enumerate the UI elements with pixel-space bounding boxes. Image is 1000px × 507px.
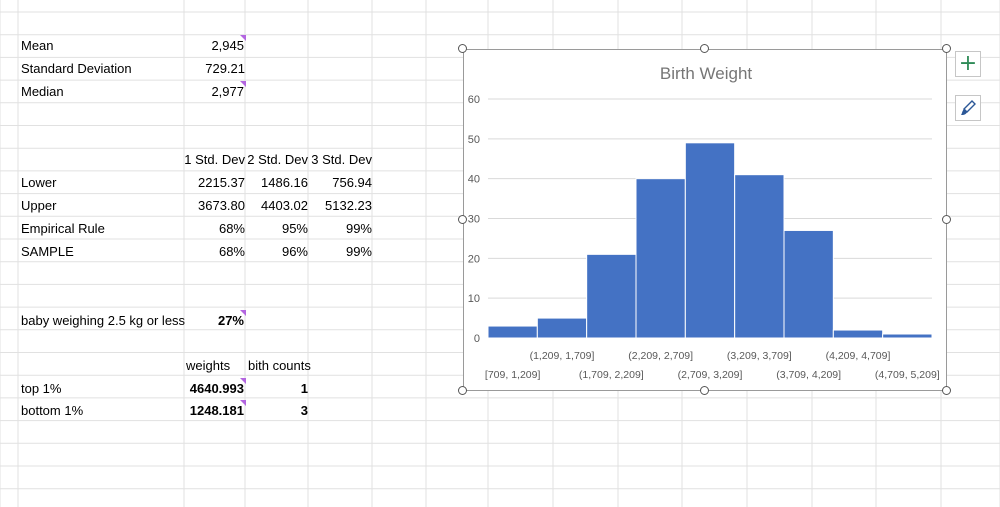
value-mean[interactable]: 2,945 [211,38,244,53]
resize-handle-bottom[interactable] [700,386,709,395]
x-tick-label: (3,709, 4,209] [776,369,841,381]
empirical-1-std[interactable]: 68% [218,221,245,236]
lower-3-std[interactable]: 756.94 [332,175,372,190]
x-tick-label: (1,209, 1,709] [530,350,595,362]
x-tick-label: (1,709, 2,209] [579,369,644,381]
header-2-std-dev[interactable]: 2 Std. Dev [247,152,308,167]
header-3-std-dev[interactable]: 3 Std. Dev [311,152,372,167]
upper-2-std[interactable]: 4403.02 [261,198,308,213]
comment-indicator[interactable] [240,378,246,384]
comment-indicator[interactable] [240,35,246,41]
bottom-1-count[interactable]: 3 [300,403,308,418]
histogram-bar[interactable] [586,253,637,339]
plus-icon: + [958,51,978,76]
label-std-dev[interactable]: Standard Deviation [21,61,132,76]
y-tick-label: 0 [474,333,480,345]
chart-title: Birth Weight [660,64,753,83]
top-1-weight[interactable]: 4640.993 [189,381,244,396]
resize-handle-left[interactable] [458,215,467,224]
chart-styles-button[interactable] [955,95,981,121]
resize-handle-right[interactable] [942,215,951,224]
resize-handle-top-right[interactable] [942,44,951,53]
label-upper[interactable]: Upper [21,198,57,213]
value-baby-weighing[interactable]: 27% [217,313,244,328]
x-tick-label: [709, 1,209] [485,369,541,381]
y-tick-label: 60 [468,94,480,106]
histogram-bar[interactable] [882,333,933,339]
histogram-bar[interactable] [783,229,834,339]
header-bith-counts[interactable]: bith counts [248,358,311,373]
bottom-1-weight[interactable]: 1248.181 [189,403,244,418]
label-mean[interactable]: Mean [21,38,54,53]
histogram-bar[interactable] [684,142,736,339]
histogram-bar[interactable] [536,317,588,339]
resize-handle-top[interactable] [700,44,709,53]
empirical-2-std[interactable]: 95% [281,221,308,236]
histogram-plot: Birth Weight 0 10 20 30 40 50 60 [709, 1,209] (1,… [468,64,940,381]
lower-2-std[interactable]: 1486.16 [261,175,308,190]
label-baby-weighing[interactable]: baby weighing 2.5 kg or less [21,313,186,328]
y-tick-label: 10 [468,293,480,305]
histogram-bar[interactable] [734,174,785,339]
y-tick-label: 30 [468,214,480,226]
histogram-bar[interactable] [635,178,686,339]
value-median[interactable]: 2,977 [211,84,244,99]
x-tick-label: (4,209, 4,709] [826,350,891,362]
y-tick-label: 50 [468,134,480,146]
comment-indicator[interactable] [240,310,246,316]
header-weights[interactable]: weights [186,358,231,373]
sample-1-std[interactable]: 68% [218,244,245,259]
resize-handle-bottom-left[interactable] [458,386,467,395]
sample-3-std[interactable]: 99% [345,244,372,259]
chart-elements-button[interactable]: + [955,51,981,77]
lower-1-std[interactable]: 2215.37 [198,175,245,190]
birth-weight-chart[interactable]: Birth Weight 0 10 20 30 40 50 60 [709, 1,209] (1,… [463,49,947,391]
label-median[interactable]: Median [21,84,64,99]
value-std-dev[interactable]: 729.21 [205,61,245,76]
y-tick-label: 40 [468,174,480,186]
label-empirical-rule[interactable]: Empirical Rule [21,221,105,236]
x-tick-label: (2,709, 3,209] [678,369,743,381]
resize-handle-top-left[interactable] [458,44,467,53]
label-sample[interactable]: SAMPLE [21,244,74,259]
y-tick-label: 20 [468,253,480,265]
label-lower[interactable]: Lower [21,175,57,190]
sample-2-std[interactable]: 96% [281,244,308,259]
upper-3-std[interactable]: 5132.23 [325,198,372,213]
upper-1-std[interactable]: 3673.80 [198,198,245,213]
x-tick-label: (4,709, 5,209] [875,369,940,381]
x-tick-label: (2,209, 2,709] [628,350,693,362]
header-1-std-dev[interactable]: 1 Std. Dev [184,152,245,167]
x-tick-label: (3,209, 3,709] [727,350,792,362]
histogram-bar[interactable] [487,325,538,339]
label-top-1[interactable]: top 1% [21,381,62,396]
resize-handle-bottom-right[interactable] [942,386,951,395]
brush-icon [961,100,976,115]
histogram-bar[interactable] [832,329,884,339]
comment-indicator[interactable] [240,81,246,87]
comment-indicator[interactable] [240,400,246,406]
label-bottom-1[interactable]: bottom 1% [21,403,84,418]
empirical-3-std[interactable]: 99% [345,221,372,236]
top-1-count[interactable]: 1 [300,381,308,396]
